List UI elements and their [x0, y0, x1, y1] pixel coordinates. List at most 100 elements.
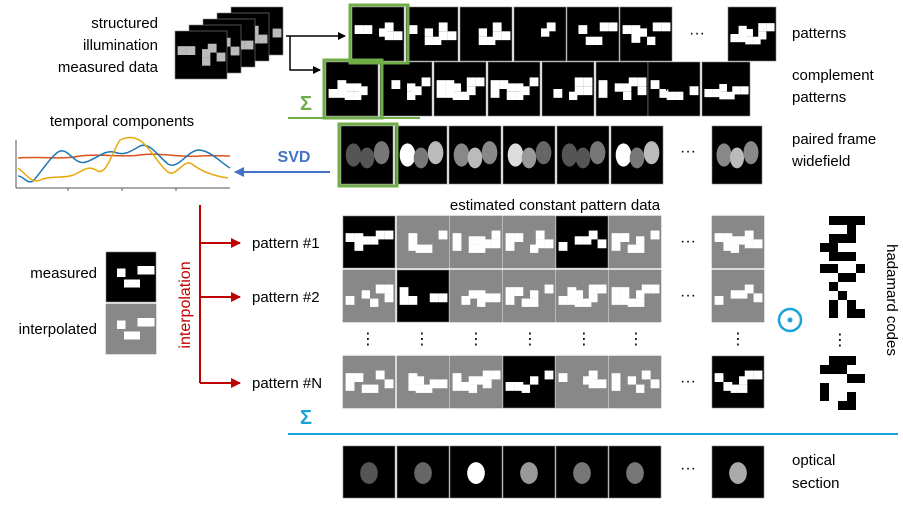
- est1-tile: [502, 215, 556, 269]
- legend-interpolated-swatch: [105, 303, 157, 355]
- pattern-tile: [459, 6, 513, 62]
- input-label-line-1: structured: [91, 15, 158, 32]
- estN-ellipsis: ···: [680, 373, 696, 390]
- complement-tile: [541, 61, 595, 117]
- est1-tile: [608, 215, 662, 269]
- complement-label-line-2: patterns: [792, 89, 846, 106]
- svd-label: SVD: [278, 149, 311, 166]
- vdots: ⋮: [414, 331, 430, 348]
- input-label-line-3: measured data: [58, 59, 159, 76]
- pattern-2-label: pattern #2: [252, 289, 320, 306]
- hadamard-label: hadamard codes: [883, 244, 900, 356]
- estimated-row-1: [342, 215, 765, 269]
- optical-tile: [608, 445, 662, 499]
- estN-tile: [555, 355, 609, 409]
- legend-measured-label: measured: [30, 265, 97, 282]
- optical-tile: [342, 445, 396, 499]
- hadamard-codes: [820, 216, 865, 410]
- vdots: ⋮: [360, 331, 376, 348]
- input-stack: [174, 6, 284, 80]
- vdots: ⋮: [628, 331, 644, 348]
- blue-sum-symbol: Σ: [300, 407, 312, 429]
- est1-tile: [396, 215, 450, 269]
- input-label: structured illumination measured data: [58, 15, 159, 76]
- pattern-tile: [351, 6, 405, 62]
- optical-tile: [396, 445, 450, 499]
- vdots: ⋮: [522, 331, 538, 348]
- patterns-label: patterns: [792, 25, 846, 42]
- complement-ellipsis: ···: [664, 81, 680, 98]
- complement-tile: [487, 61, 541, 117]
- paired-tile: [448, 125, 502, 185]
- vdots: ⋮: [730, 331, 746, 348]
- temporal-title: temporal components: [50, 113, 194, 130]
- complement-tile-last: [701, 61, 751, 117]
- optical-label-line-2: section: [792, 475, 840, 492]
- est2-tile: [342, 269, 396, 323]
- optical-label-line-1: optical: [792, 452, 835, 469]
- patterns-ellipsis: ···: [689, 25, 705, 42]
- estimated-title: estimated constant pattern data: [450, 197, 661, 214]
- vdots: ⋮: [468, 331, 484, 348]
- complement-tile: [379, 61, 433, 117]
- input-stack-frame: [174, 30, 228, 80]
- interpolation-arrows: [199, 205, 241, 388]
- paired-tile: [394, 125, 448, 185]
- legend-measured-swatch: [105, 251, 157, 303]
- optical-tile: [555, 445, 609, 499]
- legend-interpolated-label: interpolated: [19, 321, 97, 338]
- complement-tile: [647, 61, 701, 117]
- paired-tile: [340, 125, 394, 185]
- hadamard-code-n: [820, 356, 865, 410]
- pattern-tile: [619, 6, 673, 62]
- paired-row: [340, 125, 763, 185]
- pattern-n-label: pattern #N: [252, 375, 322, 392]
- estN-tile: [342, 355, 396, 409]
- complement-tile: [433, 61, 487, 117]
- estimated-row-n: [342, 355, 765, 409]
- optical-tile: [449, 445, 503, 499]
- patterns-row: [351, 6, 777, 62]
- paired-label-line-1: paired frame: [792, 131, 876, 148]
- paired-tile: [502, 125, 556, 185]
- vdots-row: ⋮ ⋮ ⋮ ⋮ ⋮ ⋮ ⋮: [360, 331, 746, 348]
- complement-label-line-1: complement: [792, 67, 875, 84]
- paired-label-line-2: widefield: [791, 153, 850, 170]
- odot-icon: [777, 307, 803, 333]
- hadamard-vdots: ⋮: [832, 332, 848, 349]
- est2-tile: [502, 269, 556, 323]
- est2-tile: [449, 269, 503, 323]
- estimated-row-2: [342, 269, 765, 323]
- paired-tile: [610, 125, 664, 185]
- est1-tile: [555, 215, 609, 269]
- input-label-line-2: illumination: [83, 37, 158, 54]
- paired-tile-last: [711, 125, 763, 185]
- complement-tile: [325, 61, 379, 117]
- est2-tile-last: [711, 269, 765, 323]
- vdots: ⋮: [576, 331, 592, 348]
- paired-tile: [556, 125, 610, 185]
- pattern-tile-last: [727, 6, 777, 62]
- paired-ellipsis: ···: [680, 143, 696, 160]
- estN-tile: [396, 355, 450, 409]
- optical-row: [342, 445, 765, 499]
- temporal-series-orange: [17, 153, 231, 159]
- estN-tile: [608, 355, 662, 409]
- complement-row: [325, 61, 751, 117]
- estN-tile: [502, 355, 556, 409]
- est2-tile: [608, 269, 662, 323]
- est2-tile: [396, 269, 450, 323]
- green-sum-symbol: Σ: [300, 93, 312, 115]
- est2-ellipsis: ···: [680, 287, 696, 304]
- stack-arrows: [286, 32, 346, 74]
- temporal-series-blue: [17, 144, 231, 183]
- optical-tile-last: [711, 445, 765, 499]
- est1-tile-last: [711, 215, 765, 269]
- interpolated-swatch: [105, 303, 157, 355]
- interpolation-label: interpolation: [177, 261, 194, 348]
- est1-ellipsis: ···: [680, 233, 696, 250]
- est1-tile: [342, 215, 396, 269]
- temporal-series-yellow: [17, 136, 229, 182]
- pattern-tile: [513, 6, 567, 62]
